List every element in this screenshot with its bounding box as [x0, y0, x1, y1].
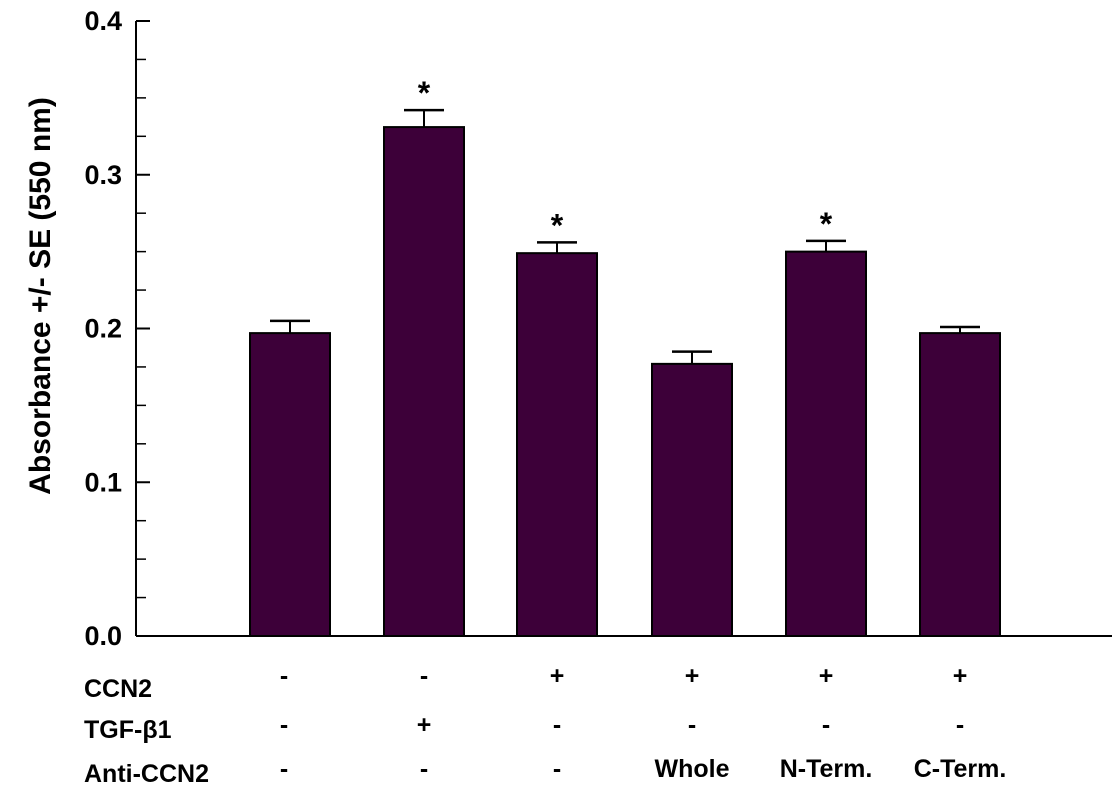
bar — [249, 332, 331, 637]
y-tick-label: 0.0 — [84, 621, 122, 651]
y-tick-label: 0.3 — [84, 160, 122, 190]
condition-cell: + — [953, 662, 968, 690]
condition-cell: - — [956, 711, 964, 739]
bar — [651, 362, 733, 637]
y-tick-label: 0.1 — [84, 467, 122, 497]
condition-cell: + — [819, 662, 834, 690]
condition-cell: - — [420, 755, 428, 783]
bar — [785, 250, 867, 637]
condition-cell: - — [822, 711, 830, 739]
y-tick-label: 0.2 — [84, 314, 122, 344]
condition-cell: + — [685, 662, 700, 690]
bars: * * * — [249, 75, 1001, 638]
condition-cell: - — [420, 662, 428, 690]
bar — [516, 252, 598, 637]
condition-row-label: CCN2 — [84, 675, 152, 703]
bar — [383, 126, 465, 638]
condition-cell: + — [550, 662, 565, 690]
condition-row-label: TGF-β1 — [84, 716, 172, 744]
y-axis-label: Absorbance +/- SE (550 nm) — [24, 97, 57, 495]
condition-cell: - — [280, 711, 288, 739]
condition-row-label: Anti-CCN2 — [84, 760, 209, 788]
significance-marker: * — [551, 207, 564, 243]
condition-cell: - — [688, 711, 696, 739]
condition-cell: - — [553, 755, 561, 783]
condition-cell: Whole — [655, 755, 730, 783]
condition-cell: - — [280, 662, 288, 690]
condition-cell: C-Term. — [914, 755, 1007, 783]
significance-marker: * — [418, 75, 431, 111]
condition-cell: + — [417, 711, 432, 739]
bar — [919, 332, 1001, 637]
significance-marker: * — [820, 206, 833, 242]
condition-cell: - — [280, 755, 288, 783]
condition-cell: N-Term. — [780, 755, 873, 783]
condition-cell: - — [553, 711, 561, 739]
condition-table: CCN2 - - + + + + TGF-β1 - + - - - - Anti-CCN2 - - - Whole N… — [84, 662, 1006, 788]
y-tick-label: 0.4 — [84, 6, 122, 36]
